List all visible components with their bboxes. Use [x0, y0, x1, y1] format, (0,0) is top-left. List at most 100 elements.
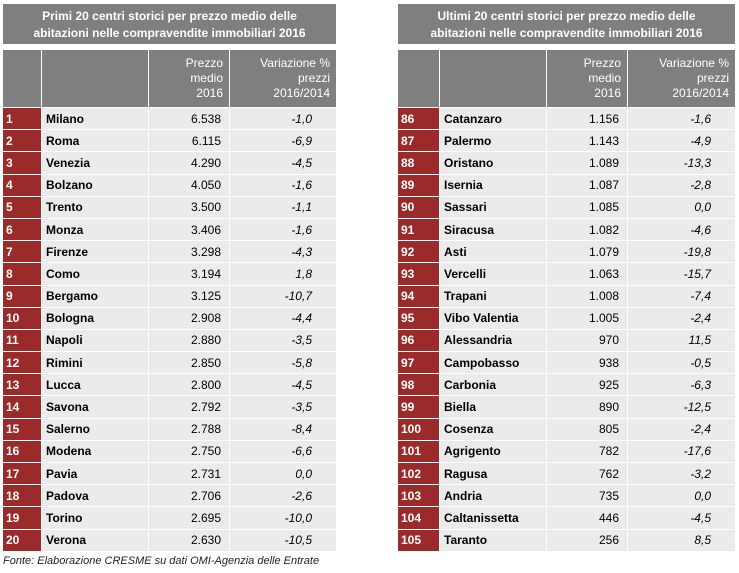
rank-cell: 99 [398, 396, 439, 418]
right-table-panel: Ultimi 20 centri storici per prezzo medi… [398, 4, 735, 552]
rank-cell: 95 [398, 307, 439, 329]
rank-cell: 3 [3, 152, 41, 174]
variation-cell: -10,7 [229, 285, 336, 307]
right-header-price: Prezzo medio 2016 [546, 50, 627, 107]
city-cell: Trapani [439, 285, 546, 307]
variation-cell: -8,4 [229, 418, 336, 440]
price-cell: 1.079 [546, 241, 627, 263]
price-cell: 2.706 [148, 485, 229, 507]
right-header-price-line3: 2016 [594, 86, 621, 100]
price-cell: 1.087 [546, 174, 627, 196]
rank-cell: 16 [3, 440, 41, 462]
rank-cell: 19 [3, 507, 41, 529]
price-cell: 2.630 [148, 529, 229, 551]
left-header-var-line2: prezzi [297, 71, 330, 85]
right-table-row: 100 Cosenza 805 -2,4 [398, 418, 735, 440]
price-cell: 1.143 [546, 130, 627, 152]
price-cell: 3.406 [148, 218, 229, 241]
variation-cell: -1,6 [627, 108, 735, 130]
variation-cell: -7,4 [627, 285, 735, 307]
city-cell: Taranto [439, 529, 546, 551]
left-table-row: 20 Verona 2.630 -10,5 [3, 529, 336, 551]
variation-cell: -3,2 [627, 463, 735, 485]
left-table-row: 18 Padova 2.706 -2,6 [3, 485, 336, 507]
city-cell: Roma [41, 130, 148, 152]
left-table-row: 12 Rimini 2.850 -5,8 [3, 352, 336, 374]
city-cell: Alessandria [439, 329, 546, 352]
left-table-row: 2 Roma 6.115 -6,9 [3, 130, 336, 152]
right-title-line1: Ultimi 20 centri storici per prezzo medi… [437, 9, 696, 23]
right-header-rank [398, 50, 439, 107]
city-cell: Monza [41, 218, 148, 241]
left-table-row: 15 Salerno 2.788 -8,4 [3, 418, 336, 440]
rank-cell: 15 [3, 418, 41, 440]
variation-cell: 8,5 [627, 529, 735, 551]
variation-cell: -3,5 [229, 396, 336, 418]
variation-cell: 0,0 [627, 485, 735, 507]
left-table-row: 3 Venezia 4.290 -4,5 [3, 152, 336, 174]
right-table-body: 86 Catanzaro 1.156 -1,6 87 Palermo 1.143 -4,9 88… [398, 108, 735, 551]
left-header-price: Prezzo medio 2016 [148, 50, 229, 107]
price-cell: 256 [546, 529, 627, 551]
city-cell: Lucca [41, 374, 148, 396]
left-table-row: 11 Napoli 2.880 -3,5 [3, 329, 336, 352]
rank-cell: 8 [3, 263, 41, 285]
variation-cell: 1,8 [229, 263, 336, 285]
price-cell: 2.750 [148, 440, 229, 462]
city-cell: Oristano [439, 152, 546, 174]
variation-cell: -17,6 [627, 440, 735, 462]
variation-cell: -13,3 [627, 152, 735, 174]
rank-cell: 97 [398, 352, 439, 374]
variation-cell: -10,5 [229, 529, 336, 551]
right-table-row: 102 Ragusa 762 -3,2 [398, 463, 735, 485]
variation-cell: -4,9 [627, 130, 735, 152]
right-table-row: 98 Carbonia 925 -6,3 [398, 374, 735, 396]
right-header-var-line1: Variazione % [659, 56, 729, 70]
city-cell: Ragusa [439, 463, 546, 485]
variation-cell: -1,1 [229, 196, 336, 218]
right-table-row: 101 Agrigento 782 -17,6 [398, 440, 735, 462]
city-cell: Padova [41, 485, 148, 507]
city-cell: Torino [41, 507, 148, 529]
left-table-row: 8 Como 3.194 1,8 [3, 263, 336, 285]
rank-cell: 18 [3, 485, 41, 507]
rank-cell: 4 [3, 174, 41, 196]
rank-cell: 14 [3, 396, 41, 418]
variation-cell: -2,4 [627, 418, 735, 440]
variation-cell: -4,3 [229, 241, 336, 263]
variation-cell: -5,8 [229, 352, 336, 374]
left-table-row: 17 Pavia 2.731 0,0 [3, 463, 336, 485]
price-cell: 890 [546, 396, 627, 418]
variation-cell: -2,8 [627, 174, 735, 196]
rank-cell: 17 [3, 463, 41, 485]
left-table-title: Primi 20 centri storici per prezzo medio… [3, 4, 336, 44]
price-cell: 1.085 [546, 196, 627, 218]
price-cell: 2.731 [148, 463, 229, 485]
variation-cell: -4,5 [229, 152, 336, 174]
rank-cell: 9 [3, 285, 41, 307]
price-cell: 4.290 [148, 152, 229, 174]
left-table: Prezzo medio 2016 Variazione % prezzi 20… [3, 49, 336, 552]
variation-cell: -1,0 [229, 108, 336, 130]
left-title-line2: abitazioni nelle compravendite immobilia… [33, 26, 306, 40]
right-header-city [439, 50, 546, 107]
rank-cell: 20 [3, 529, 41, 551]
rank-cell: 96 [398, 329, 439, 352]
rank-cell: 13 [3, 374, 41, 396]
price-cell: 2.695 [148, 507, 229, 529]
left-table-row: 9 Bergamo 3.125 -10,7 [3, 285, 336, 307]
price-cell: 3.125 [148, 285, 229, 307]
city-cell: Firenze [41, 241, 148, 263]
right-table-row: 103 Andria 735 0,0 [398, 485, 735, 507]
price-cell: 6.115 [148, 130, 229, 152]
rank-cell: 88 [398, 152, 439, 174]
rank-cell: 1 [3, 108, 41, 130]
left-table-row: 13 Lucca 2.800 -4,5 [3, 374, 336, 396]
left-table-row: 1 Milano 6.538 -1,0 [3, 108, 336, 130]
left-header-var-line3: 2016/2014 [273, 86, 330, 100]
price-cell: 805 [546, 418, 627, 440]
left-header-price-line1: Prezzo [185, 56, 223, 70]
left-header-rank [3, 50, 41, 107]
city-cell: Napoli [41, 329, 148, 352]
rank-cell: 92 [398, 241, 439, 263]
